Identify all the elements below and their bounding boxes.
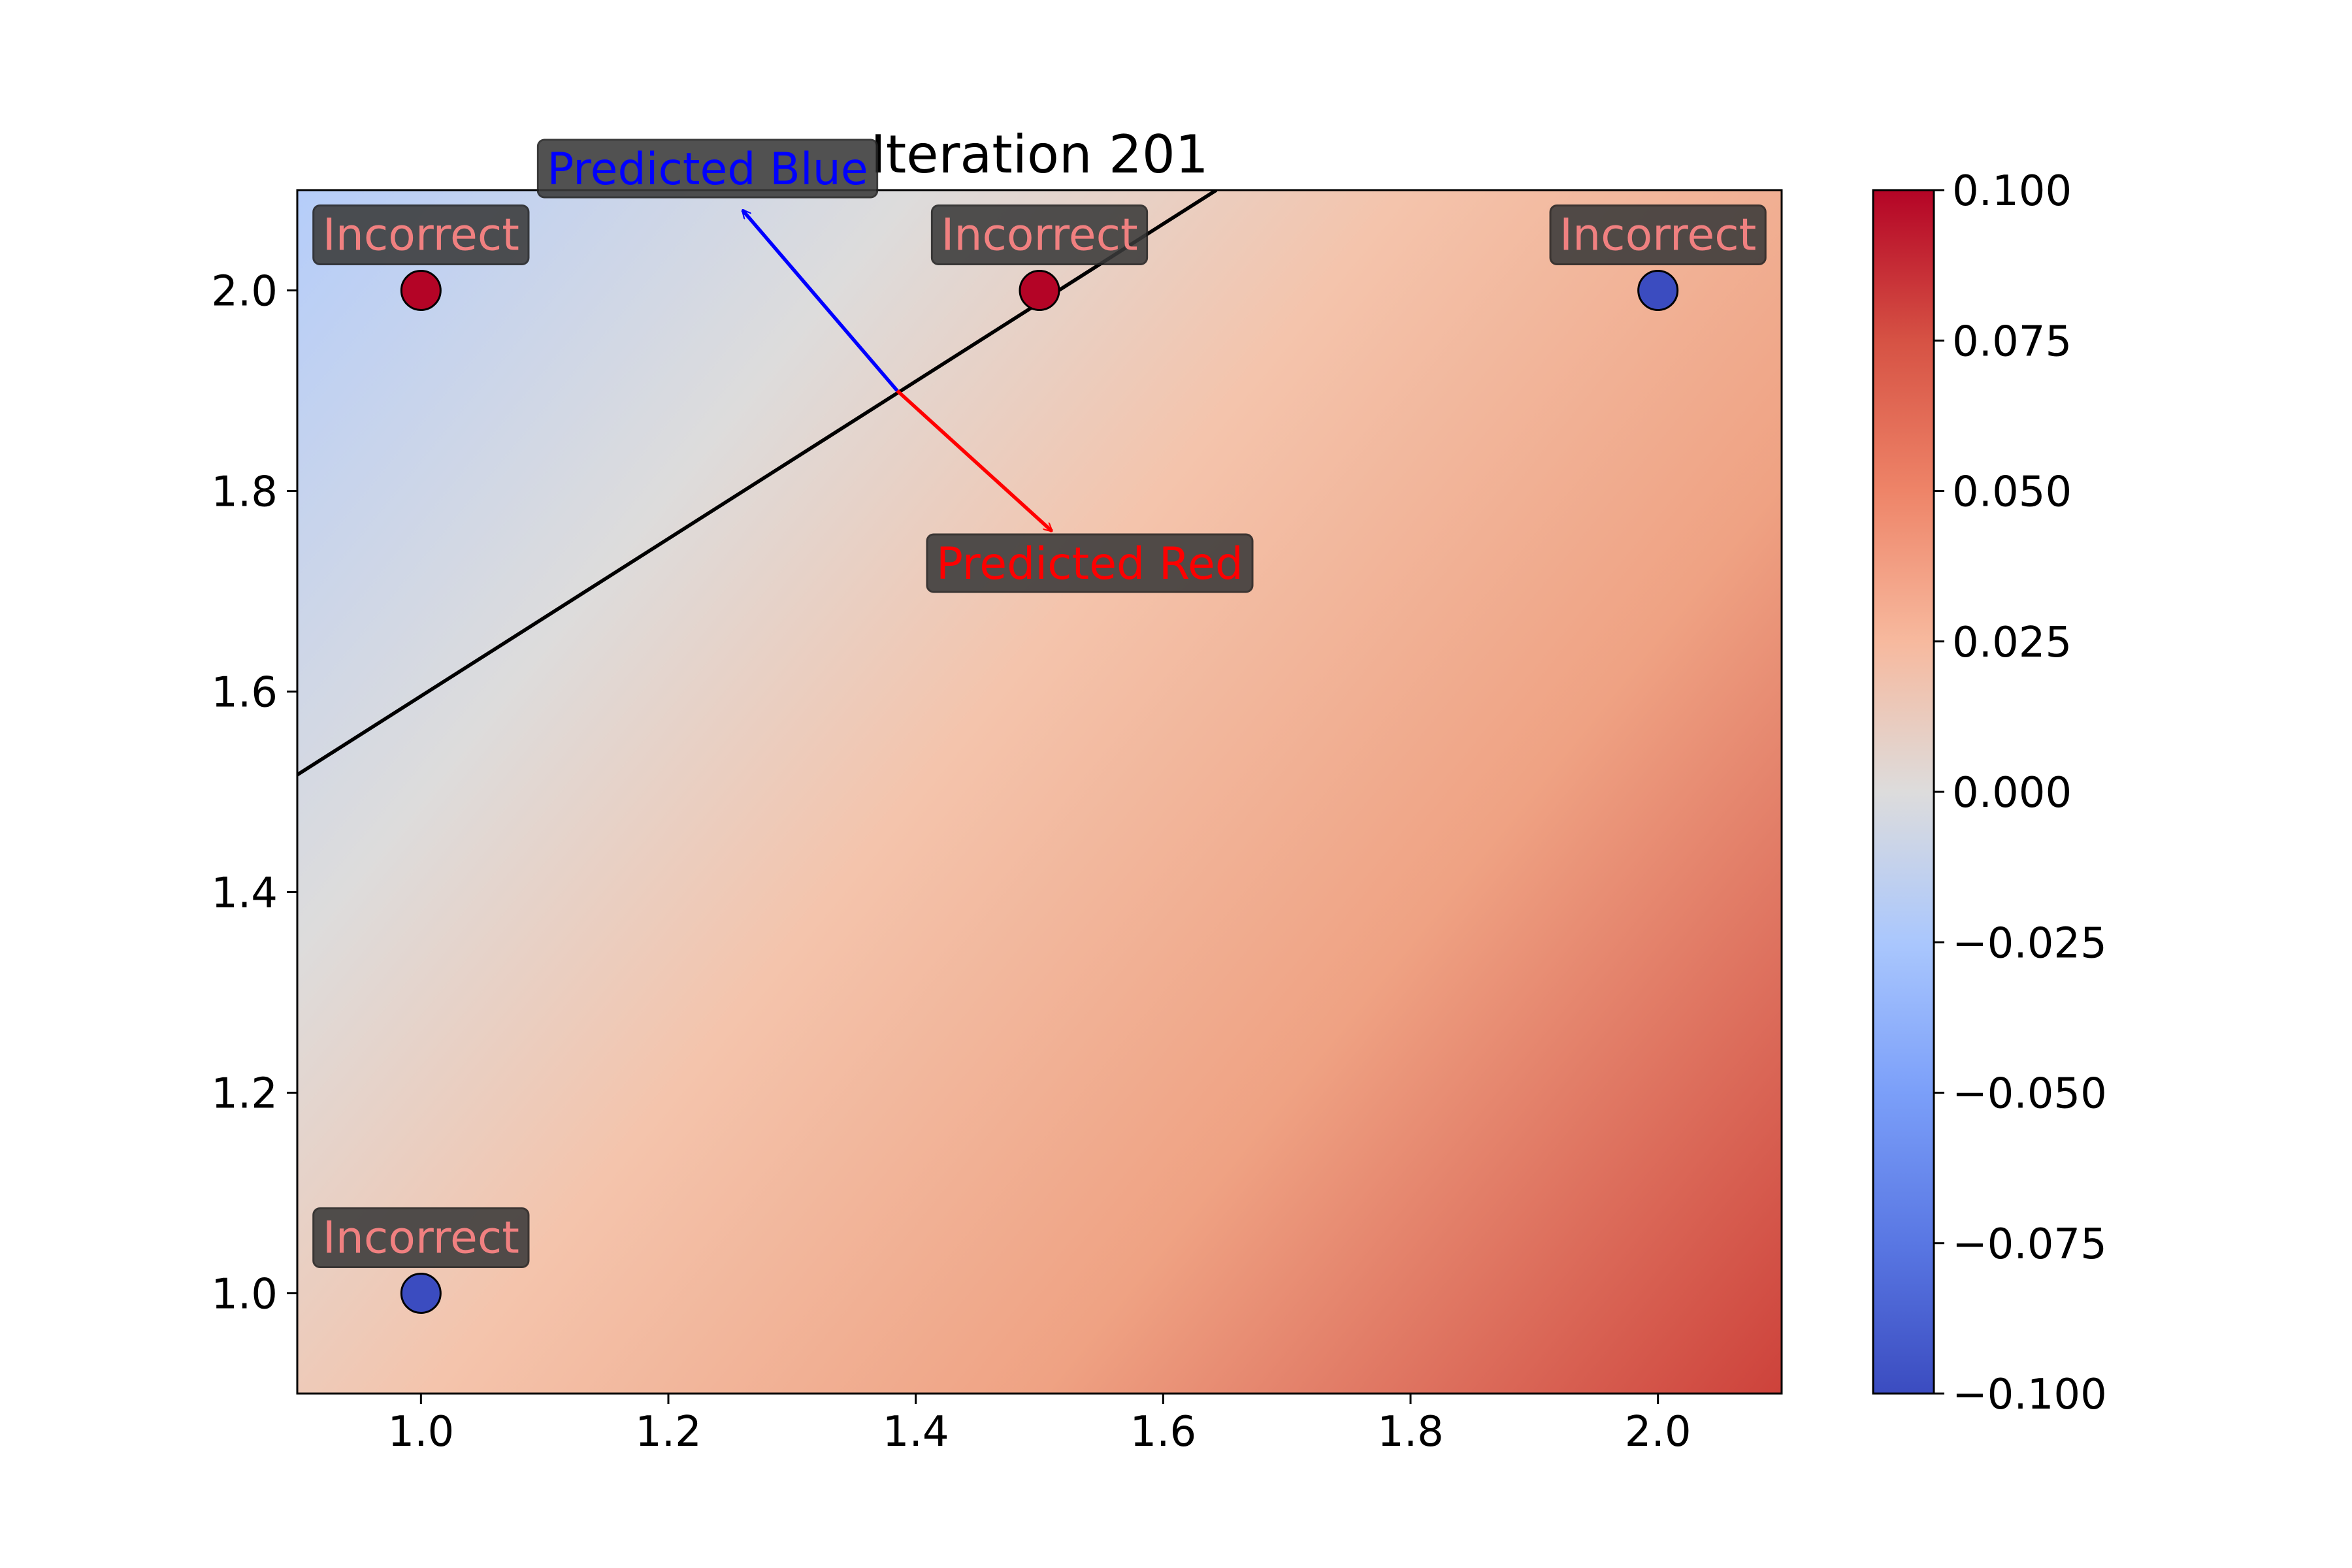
point-label-text: Incorrect	[941, 210, 1137, 261]
colorbar-tick-label: −0.025	[1952, 919, 2107, 968]
scatter-point	[1637, 270, 1679, 311]
colorbar-tick-label: 0.100	[1952, 167, 2072, 216]
point-label-text: Incorrect	[323, 1213, 519, 1264]
x-tick-label: 2.0	[1625, 1408, 1691, 1456]
predicted-red-arrow	[896, 389, 1052, 531]
colorbar-tick-label: 0.050	[1952, 468, 2072, 517]
chart-title: Iteration 201	[870, 124, 1208, 185]
axis-ticks: 1.0 1.2 1.4 1.6 1.8 2.0 1.0 1.2 1.4 1.6 1.8 2.0	[211, 268, 1691, 1457]
predicted-blue-text: Predicted Blue	[547, 144, 868, 195]
x-tick-label: 1.6	[1130, 1408, 1196, 1456]
colorbar-tick-label: −0.100	[1952, 1371, 2107, 1419]
scatter-point	[400, 270, 442, 311]
y-tick-label: 1.2	[211, 1070, 278, 1119]
point-label-text: Incorrect	[1560, 210, 1756, 261]
predicted-blue-arrow	[743, 210, 899, 392]
plot-background	[297, 190, 1782, 1394]
x-tick-label: 1.4	[883, 1408, 949, 1456]
x-tick-label: 1.0	[387, 1408, 454, 1456]
colorbar-tick-label: 0.000	[1952, 769, 2072, 817]
colorbar-tick-label: −0.075	[1952, 1220, 2107, 1269]
y-tick-label: 2.0	[211, 268, 278, 316]
predicted-blue-label: Predicted Blue	[536, 139, 879, 199]
point-label: Incorrect	[312, 204, 530, 265]
predicted-red-text: Predicted Red	[936, 538, 1243, 590]
colorbar-tick-label: 0.025	[1952, 619, 2072, 667]
scatter-points: Incorrect Incorrect Incorrect Incorrect	[312, 204, 1767, 1314]
colorbar-tick-label: −0.050	[1952, 1070, 2107, 1119]
y-tick-label: 1.6	[211, 669, 278, 717]
x-tick-label: 1.2	[635, 1408, 702, 1456]
y-tick-label: 1.8	[211, 468, 278, 517]
point-label-text: Incorrect	[323, 210, 519, 261]
colorbar	[1872, 189, 1935, 1395]
plot-frame	[296, 189, 1783, 1395]
colorbar-ticks: 0.100 0.075 0.050 0.025 0.000 −0.025 −0.050 −0.…	[1934, 167, 2107, 1419]
point-label: Incorrect	[312, 1207, 530, 1268]
decision-boundary-line	[297, 190, 1218, 777]
y-tick-label: 1.4	[211, 870, 278, 918]
point-label: Incorrect	[930, 204, 1149, 265]
predicted-red-label: Predicted Red	[926, 533, 1254, 593]
point-label: Incorrect	[1549, 204, 1767, 265]
y-tick-label: 1.0	[211, 1271, 278, 1319]
scatter-point	[400, 1273, 442, 1314]
x-tick-label: 1.8	[1377, 1408, 1444, 1456]
scatter-point	[1019, 270, 1060, 311]
colorbar-tick-label: 0.075	[1952, 318, 2072, 366]
